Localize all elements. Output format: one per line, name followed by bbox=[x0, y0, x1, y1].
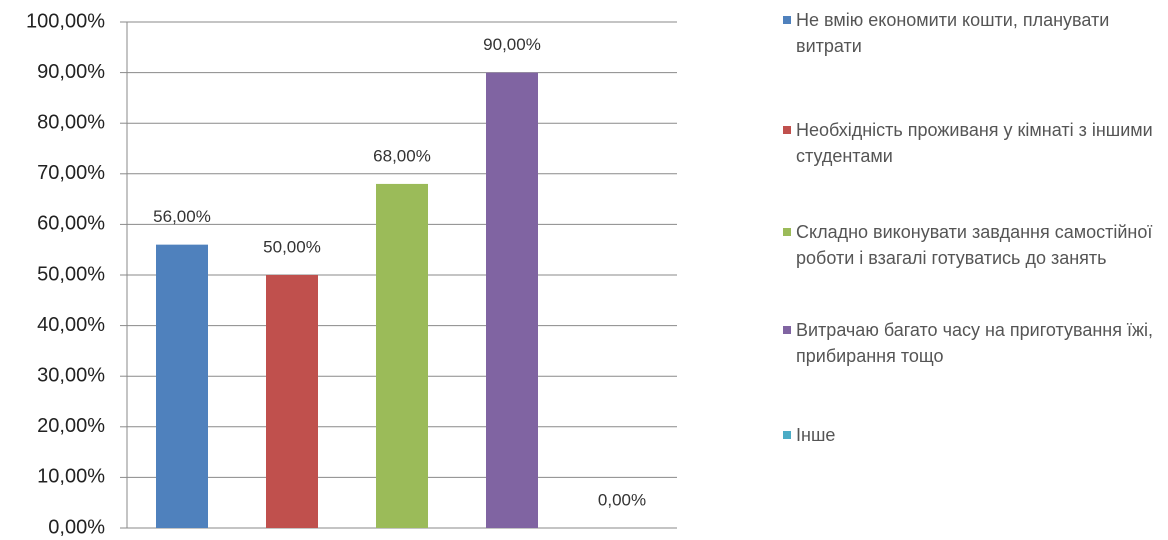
bar bbox=[486, 72, 538, 528]
legend-swatch bbox=[783, 126, 791, 134]
y-tick-label: 40,00% bbox=[37, 314, 105, 336]
y-tick-label: 50,00% bbox=[37, 263, 105, 285]
bar bbox=[376, 183, 428, 529]
legend-item: Інше bbox=[783, 422, 1163, 448]
y-tick-label: 90,00% bbox=[37, 61, 105, 83]
legend-label: Складно виконувати завдання самостійної … bbox=[796, 222, 1153, 268]
data-label: 90,00% bbox=[483, 35, 541, 54]
legend-item: Витрачаю багато часу на приготування їжі… bbox=[783, 317, 1163, 369]
legend-label: Інше bbox=[796, 425, 836, 445]
legend-item: Не вмію економити кошти, планувати витра… bbox=[783, 7, 1163, 59]
y-tick-label: 20,00% bbox=[37, 415, 105, 437]
legend-swatch bbox=[783, 326, 791, 334]
legend-item: Необхідність проживаня у кімнаті з іншим… bbox=[783, 117, 1163, 169]
data-label: 0,00% bbox=[598, 490, 646, 509]
y-tick-label: 10,00% bbox=[37, 466, 105, 488]
y-tick-label: 70,00% bbox=[37, 162, 105, 184]
legend-swatch bbox=[783, 16, 791, 24]
legend-item: Складно виконувати завдання самостійної … bbox=[783, 219, 1163, 271]
legend-swatch bbox=[783, 431, 791, 439]
data-label: 56,00% bbox=[153, 207, 211, 226]
data-label: 50,00% bbox=[263, 237, 321, 256]
bar bbox=[156, 244, 208, 528]
bar bbox=[266, 275, 318, 528]
legend-label: Не вмію економити кошти, планувати витра… bbox=[796, 10, 1110, 56]
y-tick-label: 80,00% bbox=[37, 111, 105, 133]
y-tick-label: 100,00% bbox=[26, 10, 105, 32]
y-tick-label: 30,00% bbox=[37, 364, 105, 386]
legend-swatch bbox=[783, 228, 791, 236]
y-tick-label: 0,00% bbox=[48, 516, 105, 538]
legend-label: Витрачаю багато часу на приготування їжі… bbox=[796, 320, 1153, 366]
legend-label: Необхідність проживаня у кімнаті з іншим… bbox=[796, 120, 1153, 166]
y-tick-label: 60,00% bbox=[37, 213, 105, 235]
data-label: 68,00% bbox=[373, 146, 431, 165]
